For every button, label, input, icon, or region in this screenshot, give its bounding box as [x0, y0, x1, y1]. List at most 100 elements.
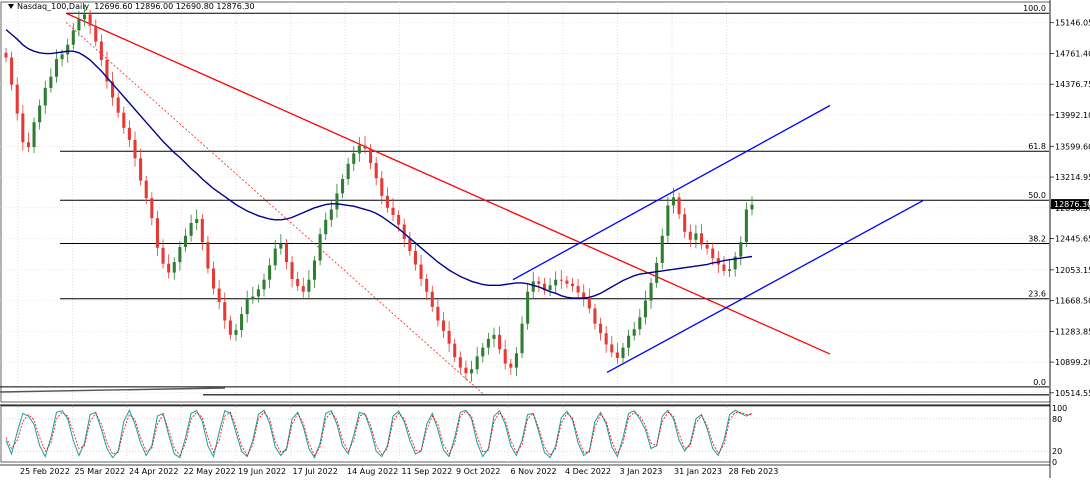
candle-body — [655, 262, 659, 283]
downtrend-line — [65, 12, 831, 355]
candle-body — [638, 317, 642, 330]
candle-body — [436, 306, 440, 321]
candle-body — [587, 298, 591, 309]
candle-body — [464, 367, 468, 374]
candle-body — [559, 279, 563, 281]
candle-body — [369, 148, 373, 164]
candle-body — [206, 242, 210, 269]
candle-body — [245, 298, 249, 315]
candle-body — [649, 282, 653, 301]
x-tick-label: 11 Sep 2022 — [402, 467, 453, 476]
candle-body — [413, 250, 417, 265]
candle-body — [127, 127, 131, 140]
candle-body — [329, 209, 333, 220]
stoch-tick-label: 100 — [1052, 404, 1067, 413]
candle-body — [4, 52, 8, 58]
symbol-header: Nasdaq_100,Daily 12696.60 12896.00 12690… — [8, 2, 255, 11]
candle-body — [200, 218, 204, 243]
candle-body — [363, 145, 367, 149]
candle-body — [296, 278, 300, 287]
candle-body — [604, 333, 608, 345]
axes-layer: 25 Feb 2022 25 Mar 2022 24 Apr 2022 22 May … — [20, 19, 1090, 476]
candle-body — [554, 279, 558, 286]
candle-body — [26, 142, 30, 148]
candle-body — [458, 357, 462, 368]
candle-body — [481, 347, 485, 357]
candle-body — [161, 247, 165, 264]
candle-body — [144, 180, 148, 199]
y-tick-label: 10514.55 — [1055, 389, 1090, 398]
candle-body — [284, 243, 288, 263]
candle-body — [212, 268, 216, 289]
candle-body — [514, 353, 518, 368]
candle-body — [15, 84, 19, 114]
fib-level-label: 0.0 — [1033, 378, 1046, 387]
candle-body — [346, 163, 350, 180]
candle-body — [183, 235, 188, 247]
fib-levels-layer: 100.0 61.8 50.0 38.2 23.6 0.0 — [0, 4, 1049, 396]
candle-body — [150, 198, 154, 219]
candle-body — [447, 330, 451, 344]
candle-body — [99, 41, 103, 60]
candle-body — [223, 302, 227, 321]
candle-body — [43, 87, 47, 106]
x-tick-label: 24 Apr 2022 — [129, 467, 178, 476]
x-tick-label: 19 Jun 2022 — [238, 467, 286, 476]
x-tick-label: 4 Dec 2022 — [565, 467, 611, 476]
candle-body — [627, 335, 631, 348]
fib-level-label: 50.0 — [1028, 191, 1046, 200]
candle-body — [178, 246, 182, 263]
candle-body — [537, 281, 541, 284]
candle-body — [116, 97, 120, 113]
candle-body — [307, 279, 311, 292]
candle-body — [526, 291, 530, 324]
candle-body — [671, 197, 676, 206]
x-tick-label: 3 Jan 2023 — [620, 467, 663, 476]
candle-body — [88, 14, 92, 26]
candle-body — [492, 334, 496, 339]
candle-body — [677, 197, 681, 215]
stochastic-layer: 100 80 20 0 — [0, 404, 1067, 467]
candle-body — [49, 76, 53, 88]
x-tick-label: 25 Mar 2022 — [75, 467, 126, 476]
candle-body — [599, 323, 603, 334]
candle-body — [32, 122, 36, 148]
candle-body — [21, 113, 25, 143]
candle-body — [750, 204, 754, 210]
y-tick-label: 13992.10 — [1055, 111, 1090, 120]
fib-level-label: 100.0 — [1023, 4, 1046, 13]
candle-body — [374, 163, 378, 179]
candle-body — [324, 219, 328, 235]
chevron-down-icon[interactable] — [8, 4, 14, 9]
x-tick-label: 14 Aug 2022 — [347, 467, 398, 476]
candle-body — [133, 139, 137, 159]
candle-body — [733, 256, 737, 270]
fib-level-label: 61.8 — [1028, 142, 1046, 151]
candle-body — [391, 207, 395, 215]
candle-body — [268, 265, 272, 280]
candle-body — [256, 289, 260, 297]
candle-body — [341, 179, 345, 194]
candle-body — [172, 262, 176, 273]
stoch-tick-label: 0 — [1052, 458, 1057, 467]
candle-body — [699, 233, 704, 245]
candle-body — [105, 59, 109, 82]
candle-body — [716, 258, 720, 265]
candle-body — [251, 296, 255, 299]
x-tick-label: 31 Jan 2023 — [674, 467, 722, 476]
candle-body — [632, 329, 636, 336]
candle-body — [279, 243, 283, 249]
candle-body — [486, 338, 490, 348]
stochastic-k-line — [5, 408, 753, 459]
channel-lower-line — [606, 200, 924, 374]
candle-body — [722, 264, 726, 271]
candle-body — [425, 278, 429, 292]
candle-body — [739, 242, 743, 257]
candle-body — [189, 222, 193, 236]
candle-body — [352, 153, 356, 164]
y-tick-label: 14376.75 — [1055, 80, 1090, 89]
candle-body — [82, 14, 87, 20]
candle-body — [167, 263, 171, 273]
candle-body — [683, 214, 687, 232]
